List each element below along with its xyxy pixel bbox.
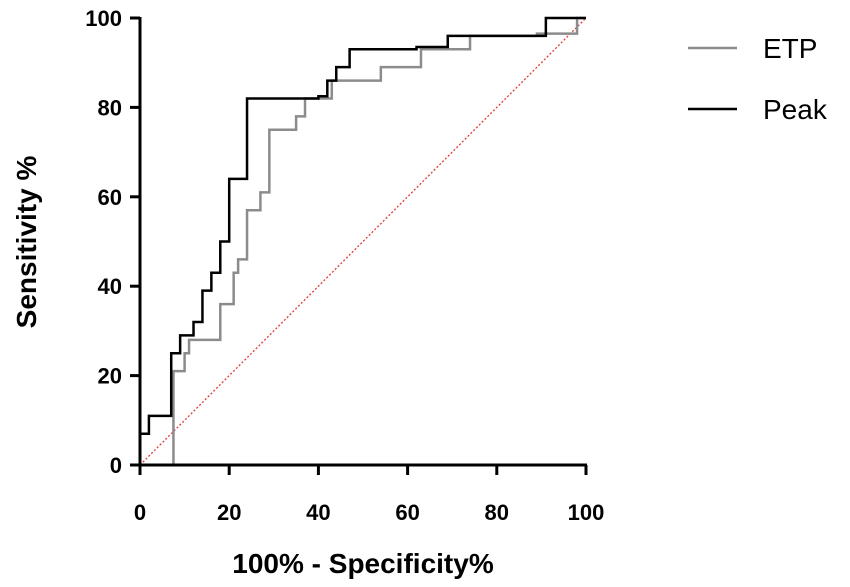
x-tick-label: 80 [485, 500, 509, 525]
x-tick-label: 100 [568, 500, 605, 525]
y-tick-label: 40 [98, 274, 122, 299]
x-tick-label: 60 [395, 500, 419, 525]
y-tick-label: 80 [98, 95, 122, 120]
axes: 0 20 40 60 80 100 0 20 40 60 80 100 [85, 6, 604, 525]
y-tick-label: 60 [98, 185, 122, 210]
y-tick-label: 20 [98, 364, 122, 389]
x-axis-title: 100% - Specificity% [232, 548, 494, 579]
y-tick-label: 100 [85, 6, 122, 31]
y-axis-title: Sensitivity % [11, 156, 42, 329]
legend-label-etp: ETP [763, 33, 817, 64]
series-line-etp [140, 16, 586, 467]
x-tick-label: 0 [134, 500, 146, 525]
plot-area [138, 16, 587, 467]
legend-label-peak: Peak [763, 94, 828, 125]
series-line-peak [138, 16, 586, 465]
reference-line [139, 17, 587, 466]
x-tick-label: 20 [217, 500, 241, 525]
legend: ETP Peak [688, 33, 828, 125]
x-tick-label: 40 [306, 500, 330, 525]
y-tick-label: 0 [110, 453, 122, 478]
